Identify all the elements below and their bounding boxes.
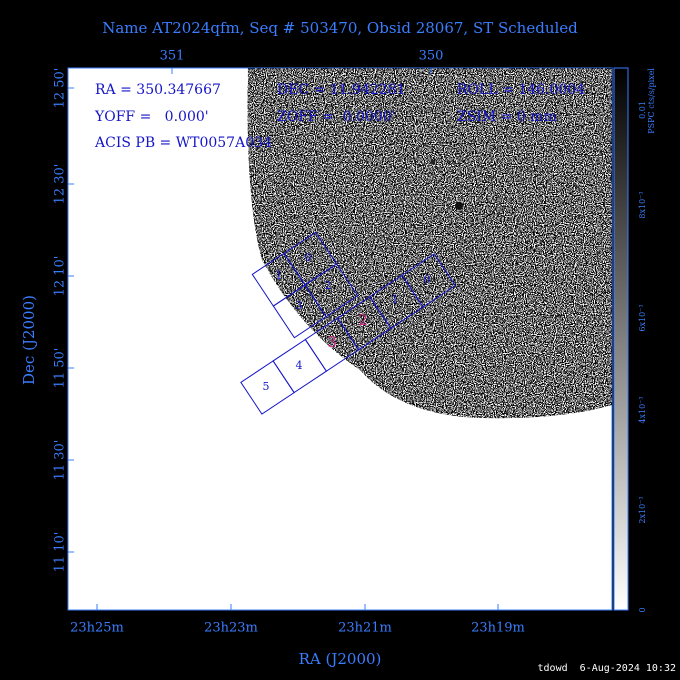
acis-i-chips — [251, 231, 359, 339]
colorbar-tick-label: 2x10⁻³ — [638, 496, 647, 523]
parameter: YOFF = 0.000' — [94, 109, 209, 125]
left-tick-label: 12 30' — [53, 164, 68, 205]
acis-s-chips — [240, 253, 456, 415]
colorbar-tick-label: 4x10⁻³ — [638, 396, 647, 423]
chip-label: 2 — [325, 279, 332, 292]
parameter: ROLL = 146.0004 — [457, 82, 585, 98]
chip-label: 3 — [296, 299, 303, 312]
left-tick-label: 11 30' — [53, 440, 68, 481]
top-tick-label: 350 — [419, 49, 444, 64]
colorbar-label: PSPC cts/s/pixel — [647, 68, 656, 134]
bottom-tick-label: 23h25m — [70, 621, 124, 636]
top-tick-label: 351 — [160, 49, 185, 64]
left-tick-label: 12 50' — [53, 68, 68, 109]
parameter: ACIS PB = WT0057A034 — [94, 135, 272, 151]
chip-label: 5 — [263, 380, 270, 393]
chip-label: 1 — [276, 269, 283, 282]
parameter: DEC = 11.942281 — [277, 82, 406, 98]
left-tick-label: 11 50' — [53, 348, 68, 389]
colorbar — [613, 67, 629, 611]
parameter: ZOFF = 0.0000' — [277, 109, 396, 125]
colorbar-tick-label: 8x10⁻³ — [638, 191, 647, 218]
colorbar-tick-label: 0 — [638, 607, 647, 612]
chip-label: 3 — [327, 333, 337, 351]
parameter: RA = 350.347667 — [95, 82, 221, 98]
left-tick-label: 11 10' — [53, 532, 68, 573]
left-tick-label: 12 10' — [53, 256, 68, 297]
bottom-tick-label: 23h21m — [338, 621, 392, 636]
y-label: Dec (J2000) — [20, 295, 38, 385]
chip-label: 0 — [305, 251, 312, 264]
chip-label: 1 — [392, 293, 399, 306]
bottom-tick-label: 23h23m — [204, 621, 258, 636]
parameter: ZSIM = 0 mm — [457, 109, 557, 125]
footer: tdowd 6-Aug-2024 10:32 — [538, 663, 676, 674]
colorbar-tick-label: 0.01 — [638, 101, 647, 119]
colorbar-tick-label: 6x10⁻³ — [638, 304, 647, 331]
chip-label: 0 — [424, 273, 431, 286]
bottom-tick-label: 23h19m — [471, 621, 525, 636]
x-label: RA (J2000) — [299, 650, 382, 668]
chip-label: 4 — [296, 359, 303, 372]
title: Name AT2024qfm, Seq # 503470, Obsid 2806… — [102, 19, 578, 37]
chip-label: 2 — [358, 311, 368, 329]
